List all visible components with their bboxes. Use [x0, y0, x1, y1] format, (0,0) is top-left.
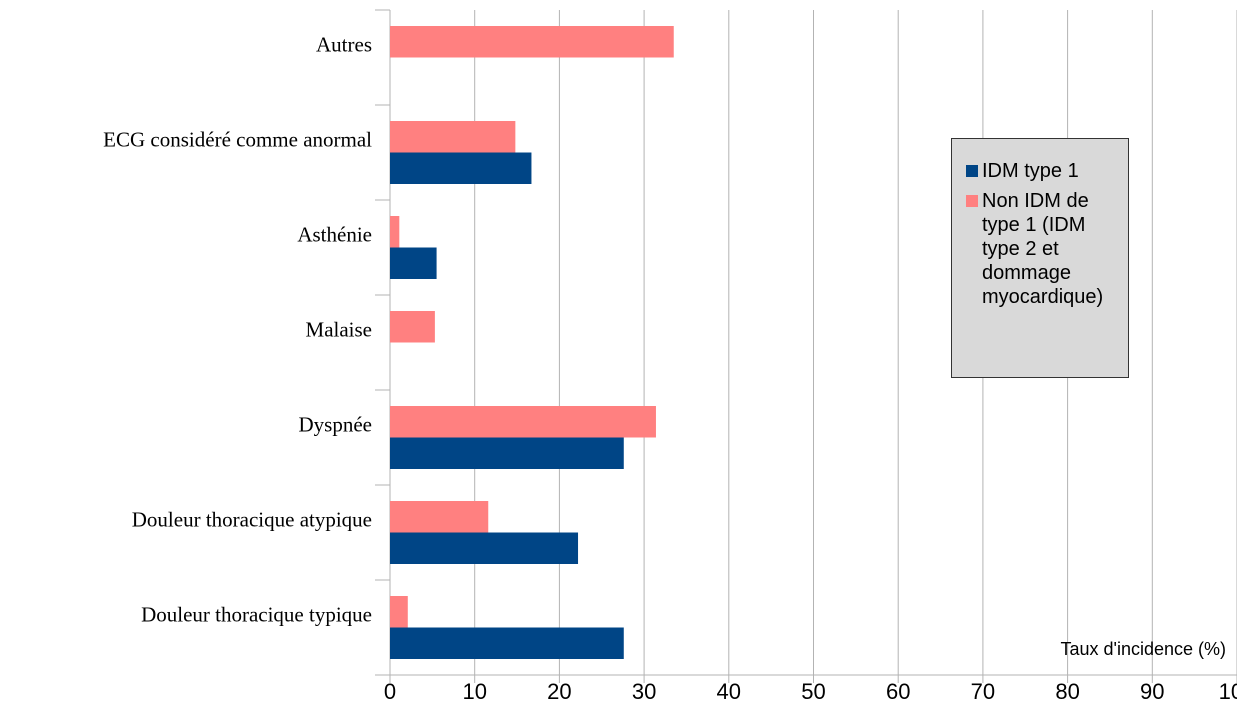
- y-tick-label: ECG considéré comme anormal: [103, 127, 372, 151]
- y-tick-label: Dyspnée: [299, 412, 372, 436]
- x-axis-label: Taux d'incidence (%): [1060, 639, 1226, 659]
- bar: [390, 121, 516, 153]
- bar: [390, 247, 437, 279]
- x-tick-label: 30: [632, 679, 656, 704]
- legend-label: Non IDM de type 1 (IDM type 2 et dommage…: [982, 190, 1104, 308]
- legend-item: IDM type 1: [966, 159, 1120, 183]
- x-tick-label: 90: [1140, 679, 1164, 704]
- bar: [390, 501, 489, 533]
- bar: [390, 437, 624, 469]
- bar: [390, 596, 408, 628]
- legend-label: IDM type 1: [982, 160, 1079, 182]
- legend: IDM type 1 Non IDM de type 1 (IDM type 2 …: [951, 138, 1129, 378]
- y-tick-label: Autres: [316, 32, 372, 56]
- legend-item: Non IDM de type 1 (IDM type 2 et dommage…: [966, 189, 1120, 309]
- bar: [390, 627, 624, 659]
- y-tick-label: Malaise: [306, 317, 372, 341]
- x-tick-label: 70: [971, 679, 995, 704]
- bar: [390, 26, 674, 58]
- x-tick-label: 40: [717, 679, 741, 704]
- y-tick-label: Douleur thoracique atypique: [132, 507, 372, 531]
- legend-swatch: [966, 165, 978, 177]
- bar: [390, 532, 579, 564]
- x-tick-label: 20: [547, 679, 571, 704]
- bar: [390, 311, 435, 343]
- x-tick-label: 100: [1219, 679, 1237, 704]
- x-tick-label: 0: [384, 679, 396, 704]
- y-tick-label: Douleur thoracique typique: [141, 602, 372, 626]
- x-tick-label: 10: [462, 679, 486, 704]
- legend-swatch: [966, 195, 978, 207]
- bar: [390, 406, 656, 438]
- x-tick-label: 60: [886, 679, 910, 704]
- bar: [390, 152, 532, 184]
- y-tick-label: Asthénie: [297, 222, 372, 246]
- bar: [390, 216, 400, 248]
- x-tick-label: 50: [801, 679, 825, 704]
- x-tick-label: 80: [1055, 679, 1079, 704]
